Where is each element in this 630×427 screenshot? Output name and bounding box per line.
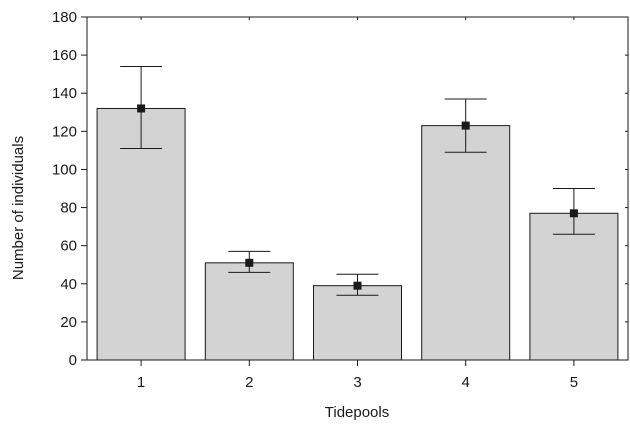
mean-marker-5 [569,209,578,218]
bar-5 [529,212,619,361]
y-axis-label: Number of individuals [10,136,27,280]
y-tick-label: 80 [60,200,77,217]
y-tick-label: 120 [52,123,77,140]
y-tick-label: 40 [60,276,77,293]
bar-4 [421,125,511,361]
x-tick-label: 1 [137,374,145,391]
mean-marker-4 [461,121,470,130]
y-tick-label: 0 [69,352,77,369]
mean-marker-1 [137,104,146,113]
y-tick-label: 180 [52,9,77,26]
y-tick-label: 140 [52,85,77,102]
bar-1 [96,107,186,361]
y-tick-label: 100 [52,161,77,178]
bar-2 [204,262,294,361]
x-axis-label: Tidepools [325,404,389,421]
mean-marker-3 [353,281,362,290]
x-tick-label: 5 [570,374,578,391]
y-tick-label: 160 [52,47,77,64]
mean-marker-2 [245,258,254,267]
bar-3 [313,285,402,361]
y-tick-label: 60 [60,238,77,255]
x-tick-label: 2 [245,374,253,391]
plot-area: 0 20 40 60 80 100 120 140 160 180 1 2 3 4 5 [52,9,629,391]
x-tick-label: 4 [462,374,470,391]
y-tick-label: 20 [60,314,77,331]
x-tick-label: 3 [353,374,361,391]
